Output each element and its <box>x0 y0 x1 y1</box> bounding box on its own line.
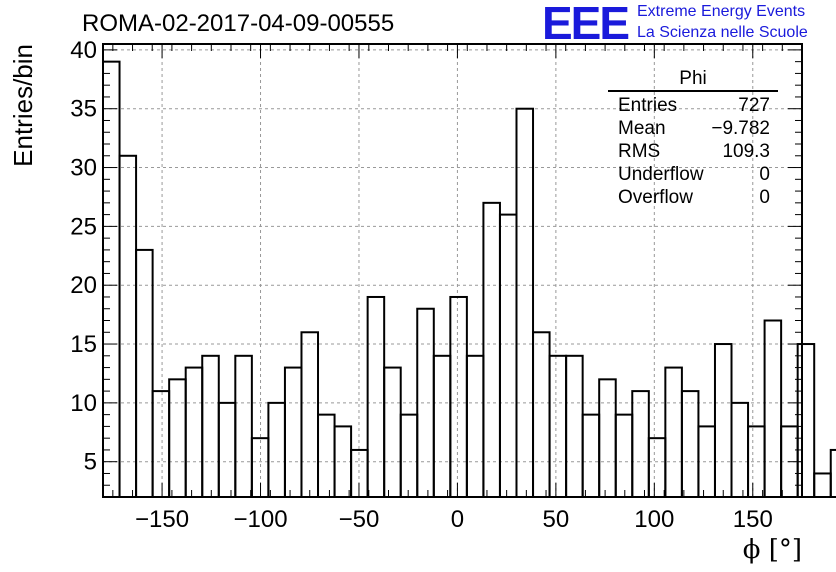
histogram-bin <box>747 425 766 498</box>
histogram-bin <box>697 425 716 498</box>
y-tick-label: 20 <box>70 272 97 299</box>
stats-label: Underflow <box>618 164 704 185</box>
stats-row-entries: Entries 727 <box>608 94 778 117</box>
stats-value: 0 <box>759 164 770 185</box>
histogram-bin <box>631 390 650 498</box>
histogram-bin <box>201 354 220 499</box>
histogram-bin <box>763 319 783 498</box>
histogram-bins <box>102 60 836 499</box>
histogram-bin <box>283 366 303 499</box>
y-tick-label: 35 <box>70 96 97 123</box>
histogram-bin <box>366 295 386 498</box>
logo-line-1: Extreme Energy Events <box>637 3 806 20</box>
histogram-bin <box>598 378 617 499</box>
x-tick-label: 0 <box>451 506 464 533</box>
histogram-bin <box>565 354 584 499</box>
y-tick-label: 30 <box>70 155 97 182</box>
histogram-bin <box>184 366 204 499</box>
histogram-bin <box>383 366 402 499</box>
plot-frame <box>102 43 803 498</box>
x-tick-label: −100 <box>233 506 287 533</box>
histogram-bin <box>614 413 634 498</box>
histogram-bin <box>432 354 452 499</box>
histogram-bin <box>465 354 485 499</box>
stats-value: −9.782 <box>711 118 770 139</box>
histogram-bin <box>813 472 832 498</box>
stats-label: Mean <box>618 118 666 139</box>
y-tick-label: 5 <box>84 449 97 476</box>
histogram-bin <box>515 107 535 498</box>
stats-row-mean: Mean −9.782 <box>608 117 778 140</box>
histogram-bin <box>647 437 667 498</box>
histogram-bin <box>532 331 551 499</box>
x-tick-label: 150 <box>733 506 773 533</box>
axis-ticks <box>103 44 803 497</box>
histogram-bin <box>730 401 750 498</box>
histogram-bin <box>135 248 154 498</box>
stats-value: 727 <box>738 95 770 116</box>
y-tick-label: 15 <box>70 331 97 358</box>
x-axis-label: ϕ [°] <box>743 535 802 565</box>
histogram-bin <box>548 354 568 499</box>
histogram-bin <box>664 366 683 499</box>
chart-title: ROMA-02-2017-04-09-00555 <box>82 10 395 37</box>
stats-title: Phi <box>608 68 778 92</box>
y-tick-label: 10 <box>70 390 97 417</box>
histogram-bin <box>300 331 320 499</box>
x-tick-label: −50 <box>339 506 380 533</box>
histogram-bin <box>217 401 237 498</box>
stats-box: Phi Entries 727 Mean −9.782 RMS 109.3 Un… <box>608 68 778 209</box>
histogram-bin <box>713 343 733 499</box>
x-tick-label: 100 <box>634 506 674 533</box>
histogram-bin <box>498 213 518 498</box>
histogram-bin <box>416 307 435 498</box>
logo-line-2: La Scienza nelle Scuole <box>637 24 808 41</box>
stats-row-overflow: Overflow 0 <box>608 186 778 209</box>
histogram-bin <box>829 448 836 498</box>
histogram-bin <box>449 295 468 498</box>
histogram-bin <box>234 354 253 499</box>
histogram-bin <box>168 378 187 499</box>
histogram-bin <box>680 390 700 498</box>
stats-label: Overflow <box>618 187 693 208</box>
histogram-bin <box>317 413 336 498</box>
stats-label: Entries <box>618 95 678 116</box>
histogram-bin <box>267 401 286 498</box>
stats-row-underflow: Underflow 0 <box>608 163 778 186</box>
x-tick-label: −150 <box>135 506 189 533</box>
histogram-bin <box>482 201 501 499</box>
stats-row-rms: RMS 109.3 <box>608 140 778 163</box>
y-tick-label: 40 <box>70 37 97 64</box>
x-tick-label: 50 <box>543 506 570 533</box>
eee-logo: EEE <box>542 0 630 49</box>
histogram-bin <box>399 413 419 498</box>
histogram-bin <box>151 390 171 498</box>
histogram-bin <box>581 413 601 498</box>
y-axis-label: Entries/bin <box>8 44 38 167</box>
x-tick-labels: −150 −100 −50 0 50 100 150 <box>135 506 773 533</box>
y-tick-labels: 5 10 15 20 25 30 35 40 <box>70 37 97 476</box>
stats-value: 0 <box>759 187 770 208</box>
stats-label: RMS <box>618 141 661 162</box>
stats-value: 109.3 <box>722 141 770 162</box>
histogram-bin <box>102 60 121 498</box>
y-tick-label: 25 <box>70 213 97 240</box>
histogram-bin <box>796 343 816 499</box>
histogram-bin <box>118 154 138 498</box>
